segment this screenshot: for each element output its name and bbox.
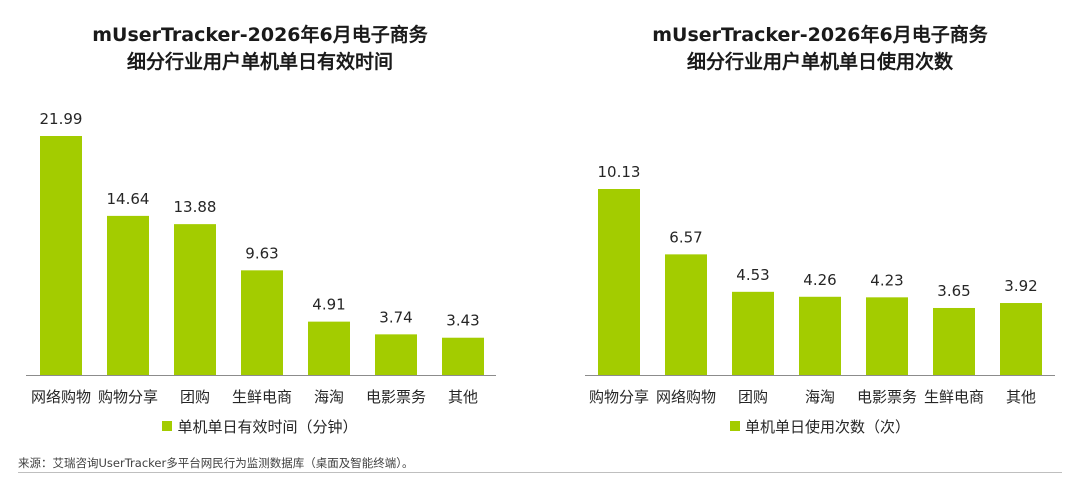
bar-网络购物 <box>40 136 82 375</box>
bar-海淘 <box>308 321 350 375</box>
data-label: 21.99 <box>40 110 83 128</box>
bar-购物分享 <box>598 189 640 375</box>
legend-label: 单机单日使用次数（次） <box>744 418 910 436</box>
category-label: 电影票务 <box>366 388 426 406</box>
data-label: 13.88 <box>174 198 217 216</box>
chart-left: mUserTracker-2026年6月电子商务 细分行业用户单机单日有效时间 … <box>0 0 520 445</box>
category-label: 海淘 <box>314 388 344 406</box>
chart-title-line-1: mUserTracker-2026年6月电子商务 <box>652 24 988 46</box>
category-label: 生鲜电商 <box>924 388 984 406</box>
chart-title-line-2: 细分行业用户单机单日使用次数 <box>686 51 953 73</box>
data-label: 3.74 <box>379 308 412 326</box>
category-label: 电影票务 <box>857 388 917 406</box>
source-note: 来源：艾瑞咨询UserTracker多平台网民行为监测数据库（桌面及智能终端）。 <box>18 456 414 470</box>
data-label: 10.13 <box>598 163 641 181</box>
bar-网络购物 <box>665 254 707 375</box>
bar-生鲜电商 <box>933 307 975 375</box>
legend: 单机单日使用次数（次） <box>560 416 1080 437</box>
data-label: 3.92 <box>1004 277 1037 295</box>
chart-title: mUserTracker-2026年6月电子商务 细分行业用户单机单日有效时间 <box>0 22 520 76</box>
data-label: 6.57 <box>669 228 702 246</box>
chart-title-line-1: mUserTracker-2026年6月电子商务 <box>92 24 428 46</box>
category-label: 购物分享 <box>98 388 158 406</box>
chart-title-line-2: 细分行业用户单机单日有效时间 <box>126 51 393 73</box>
legend-swatch <box>729 421 740 431</box>
bar-chart-plot: 21.99 网络购物 14.64 购物分享 13.88 团购 9.63 生鲜电商 4.91 海淘 3… <box>26 110 496 406</box>
category-label: 网络购物 <box>31 388 91 406</box>
chart-title: mUserTracker-2026年6月电子商务 细分行业用户单机单日使用次数 <box>560 22 1080 76</box>
category-label: 团购 <box>180 388 210 406</box>
data-label: 14.64 <box>107 190 150 208</box>
category-label: 生鲜电商 <box>232 388 292 406</box>
data-label: 3.65 <box>937 282 970 300</box>
data-label: 9.63 <box>245 244 278 262</box>
category-label: 网络购物 <box>656 388 716 406</box>
category-label: 团购 <box>738 388 768 406</box>
bar-购物分享 <box>107 215 149 375</box>
legend-label: 单机单日有效时间（分钟） <box>177 418 358 436</box>
category-label: 其他 <box>1006 388 1036 406</box>
footer-divider <box>18 472 1062 473</box>
bar-其他 <box>1000 303 1042 375</box>
data-label: 4.91 <box>312 296 345 314</box>
legend-swatch <box>162 421 173 431</box>
bar-电影票务 <box>375 334 417 375</box>
data-label: 3.43 <box>446 312 479 330</box>
bar-生鲜电商 <box>241 270 283 375</box>
bar-chart-plot: 10.13 购物分享 6.57 网络购物 4.53 团购 4.26 海淘 4.23 电影票务 3.6… <box>585 163 1055 406</box>
data-label: 4.26 <box>803 271 836 289</box>
bar-其他 <box>442 337 484 375</box>
bar-团购 <box>732 291 774 375</box>
bar-团购 <box>174 224 216 375</box>
bar-电影票务 <box>866 297 908 375</box>
data-label: 4.53 <box>736 266 769 284</box>
category-label: 购物分享 <box>589 388 649 406</box>
chart-right: mUserTracker-2026年6月电子商务 细分行业用户单机单日使用次数 … <box>560 0 1080 445</box>
category-label: 海淘 <box>805 388 835 406</box>
bar-海淘 <box>799 296 841 375</box>
legend: 单机单日有效时间（分钟） <box>0 416 520 437</box>
category-label: 其他 <box>448 388 478 406</box>
data-label: 4.23 <box>870 271 903 289</box>
